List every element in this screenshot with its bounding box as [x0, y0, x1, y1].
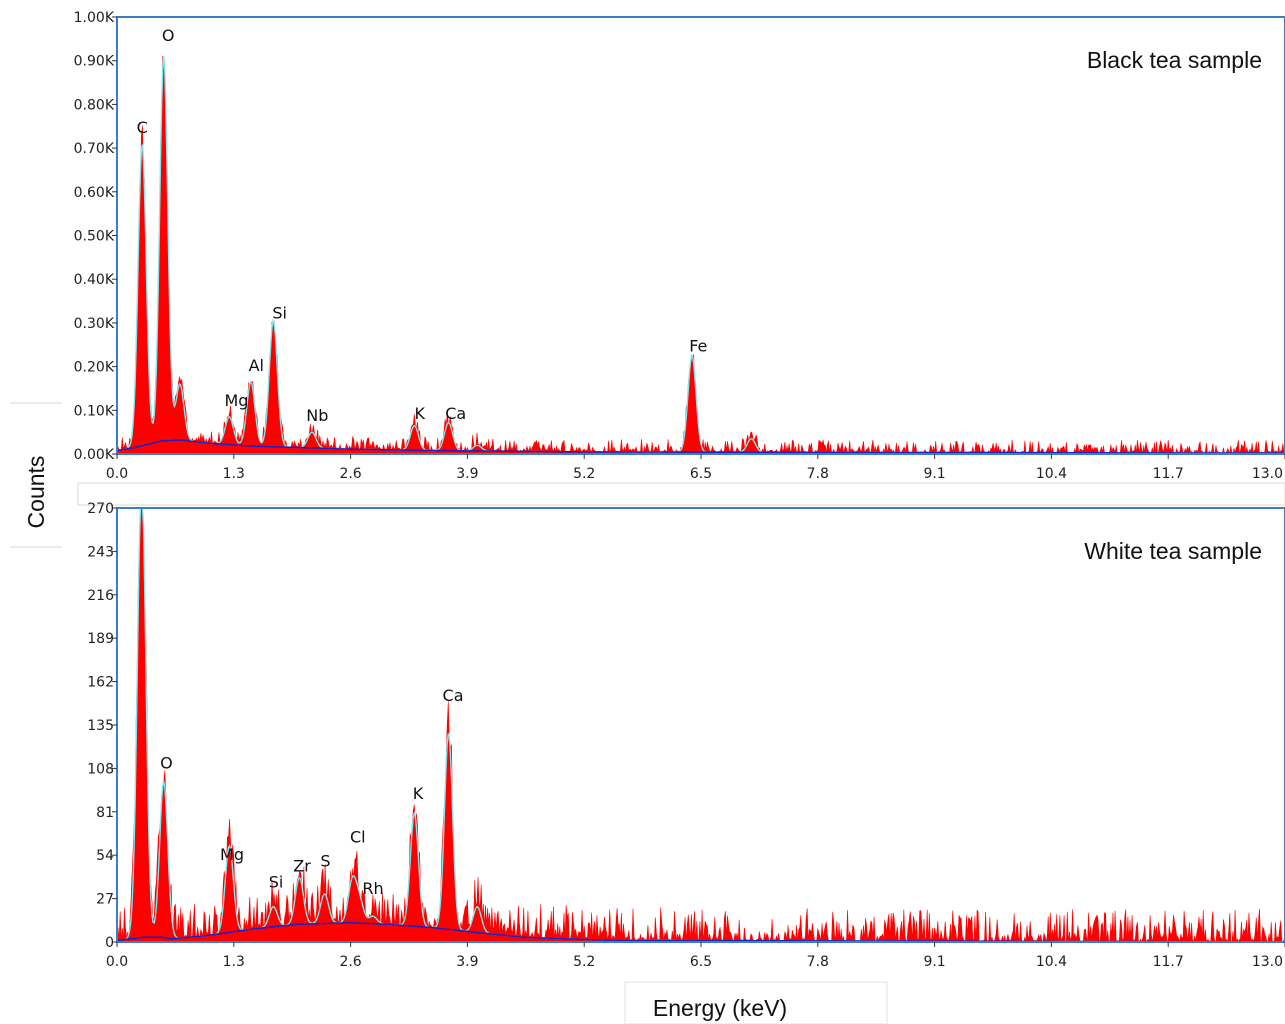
- x-tick-label: 13.0: [1252, 466, 1283, 482]
- y-tick-label: 0.80K: [74, 97, 115, 113]
- y-tick-label: 54: [96, 848, 114, 864]
- x-tick-label: 11.7: [1153, 466, 1184, 482]
- x-tick-label: 6.5: [690, 954, 712, 970]
- peak-label: K: [415, 404, 426, 423]
- x-tick-label: 10.4: [1036, 954, 1067, 970]
- peak-label: Cl: [350, 827, 366, 846]
- xlabel-box: [624, 981, 888, 1024]
- y-tick-label: 0.70K: [74, 141, 115, 157]
- plot-frame: [116, 507, 1285, 943]
- peak-label: O: [162, 26, 175, 45]
- peak-label: Si: [269, 872, 284, 891]
- x-tick-label: 13.0: [1252, 954, 1283, 970]
- peak-label: Nb: [306, 406, 328, 425]
- y-tick-label: 81: [96, 805, 114, 821]
- peak-label: Si: [272, 304, 287, 323]
- peak-label: K: [413, 784, 424, 803]
- x-tick-label: 9.1: [923, 954, 945, 970]
- x-axis-label: Energy (keV): [653, 995, 787, 1021]
- fit-line: [116, 56, 1285, 454]
- x-tick-label: 0.0: [106, 466, 128, 482]
- y-tick-label: 0: [105, 935, 114, 951]
- y-tick-label: 0.40K: [74, 272, 115, 288]
- peak-label: Rh: [362, 879, 383, 898]
- y-tick-label: 135: [87, 718, 114, 734]
- y-tick-label: 0.30K: [74, 316, 115, 332]
- x-tick-label: 1.3: [223, 954, 245, 970]
- x-tick-label: 11.7: [1153, 954, 1184, 970]
- y-tick-label: 0.90K: [74, 54, 115, 70]
- x-tick-label: 10.4: [1036, 466, 1067, 482]
- peak-label: Mg: [220, 845, 244, 864]
- y-tick-label: 0.00K: [74, 447, 115, 463]
- panel-white-tea: 0 27 54 81 108 135 162 189 216 243 270 0.0 1.3 2.6 3.9…: [87, 501, 1285, 970]
- separator-box: [77, 482, 1285, 506]
- y-tick-label: 27: [96, 892, 114, 908]
- peak-label: Ca: [445, 404, 466, 423]
- plot-frame: [116, 16, 1285, 455]
- x-tick-label: 6.5: [690, 466, 712, 482]
- background-line: [116, 439, 1285, 454]
- peak-label: Zr: [293, 856, 311, 875]
- x-tick-label: 5.2: [573, 466, 595, 482]
- y-tick-label: 0.10K: [74, 403, 115, 419]
- peak-label: Fe: [689, 336, 707, 355]
- x-tick-label: 1.3: [223, 466, 245, 482]
- x-tick-label: 7.8: [807, 466, 829, 482]
- peak-label: Al: [249, 356, 264, 375]
- peak-label: C: [137, 118, 148, 137]
- y-tick-label: 216: [87, 588, 114, 604]
- peak-label: Mg: [225, 391, 249, 410]
- peak-label: Ca: [443, 686, 464, 705]
- x-tick-label: 3.9: [456, 954, 478, 970]
- x-tick-label: 3.9: [456, 466, 478, 482]
- panel-black-tea: 0.00K 0.10K 0.20K 0.30K 0.40K 0.50K 0.60K 0.70K…: [74, 10, 1285, 482]
- peak-label: O: [160, 753, 173, 772]
- x-tick-label: 7.8: [807, 954, 829, 970]
- y-axis-label: Counts: [23, 456, 49, 529]
- y-tick-label: 0.50K: [74, 229, 115, 245]
- y-tick-label: 189: [87, 631, 114, 647]
- y-tick-label: 0.20K: [74, 360, 115, 376]
- y-tick-label: 270: [87, 501, 114, 517]
- x-tick-label: 5.2: [573, 954, 595, 970]
- x-tick-label: 9.1: [923, 466, 945, 482]
- y-tick-label: 1.00K: [74, 10, 115, 26]
- fit-line: [116, 507, 1285, 943]
- y-tick-label: 108: [87, 761, 114, 777]
- spectrum-area: [116, 55, 1285, 455]
- x-tick-label: 2.6: [339, 954, 361, 970]
- y-tick-label: 162: [87, 675, 114, 691]
- peak-label: S: [320, 851, 330, 870]
- x-tick-label: 2.6: [339, 466, 361, 482]
- x-tick-label: 0.0: [106, 954, 128, 970]
- y-tick-label: 243: [87, 544, 114, 560]
- panel-title: White tea sample: [1084, 538, 1262, 564]
- spectrum-area: [116, 507, 1285, 944]
- panel-title: Black tea sample: [1087, 47, 1262, 73]
- y-tick-label: 0.60K: [74, 185, 115, 201]
